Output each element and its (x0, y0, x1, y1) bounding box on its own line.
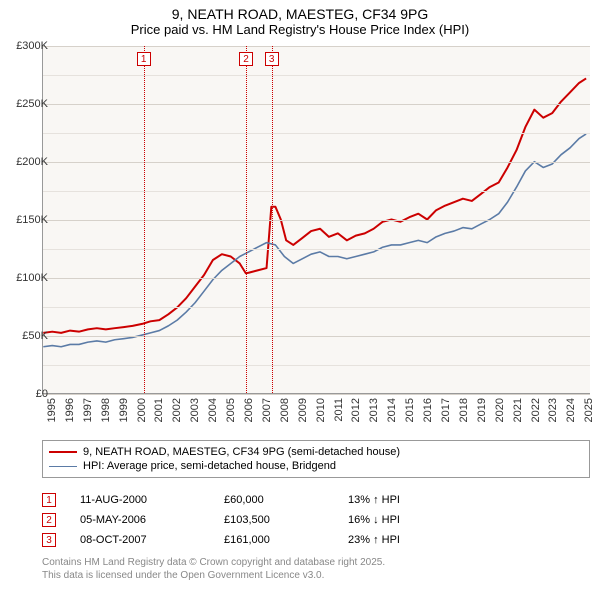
legend-swatch-price (49, 451, 77, 453)
x-axis-label: 2001 (153, 398, 165, 422)
x-axis-label: 1999 (118, 398, 130, 422)
x-axis-label: 2008 (279, 398, 291, 422)
y-axis-label: £300K (2, 40, 48, 52)
y-axis-label: £200K (2, 156, 48, 168)
event-marker-icon: 1 (42, 493, 56, 507)
x-axis-label: 2003 (189, 398, 201, 422)
event-marker-line (246, 46, 247, 393)
legend-swatch-hpi (49, 466, 77, 467)
legend-label-price: 9, NEATH ROAD, MAESTEG, CF34 9PG (semi-d… (83, 446, 400, 458)
event-marker-line (272, 46, 273, 393)
event-delta: 13% ↑ HPI (348, 494, 590, 506)
x-axis-label: 2009 (297, 398, 309, 422)
x-axis-label: 2015 (404, 398, 416, 422)
x-axis-label: 2013 (368, 398, 380, 422)
x-axis-label: 2017 (440, 398, 452, 422)
event-date: 11-AUG-2000 (80, 494, 200, 506)
x-axis-label: 1997 (82, 398, 94, 422)
x-axis-label: 2011 (333, 398, 345, 422)
event-date: 05-MAY-2006 (80, 514, 200, 526)
x-axis-label: 2019 (476, 398, 488, 422)
x-axis-label: 1995 (46, 398, 58, 422)
x-axis-label: 2016 (422, 398, 434, 422)
x-axis-label: 1996 (64, 398, 76, 422)
event-price: £103,500 (224, 514, 324, 526)
x-axis-label: 2024 (565, 398, 577, 422)
plot-area: 1 23 (42, 46, 590, 394)
footer-line-1: Contains HM Land Registry data © Crown c… (42, 556, 385, 569)
legend-row: HPI: Average price, semi-detached house,… (49, 459, 583, 473)
series-line-hpi (43, 134, 586, 347)
legend-row: 9, NEATH ROAD, MAESTEG, CF34 9PG (semi-d… (49, 445, 583, 459)
x-axis-label: 2002 (171, 398, 183, 422)
events-table: 1 11-AUG-2000 £60,000 13% ↑ HPI 2 05-MAY… (42, 490, 590, 550)
x-axis-label: 2007 (261, 398, 273, 422)
event-date: 08-OCT-2007 (80, 534, 200, 546)
event-delta: 16% ↓ HPI (348, 514, 590, 526)
y-axis-label: £150K (2, 214, 48, 226)
legend: 9, NEATH ROAD, MAESTEG, CF34 9PG (semi-d… (42, 440, 590, 478)
x-axis-label: 2000 (136, 398, 148, 422)
y-axis-label: £50K (2, 330, 48, 342)
footer-line-2: This data is licensed under the Open Gov… (42, 569, 385, 582)
title-line-2: Price paid vs. HM Land Registry's House … (0, 22, 600, 37)
x-axis-label: 2018 (458, 398, 470, 422)
x-axis-label: 2022 (530, 398, 542, 422)
x-axis-label: 2004 (207, 398, 219, 422)
y-axis-label: £100K (2, 272, 48, 284)
x-axis-label: 2005 (225, 398, 237, 422)
x-axis-label: 2021 (512, 398, 524, 422)
y-axis-label: £0 (2, 388, 48, 400)
legend-label-hpi: HPI: Average price, semi-detached house,… (83, 460, 336, 472)
event-marker-icon: 3 (265, 52, 279, 66)
event-marker-icon: 2 (239, 52, 253, 66)
x-axis-label: 2014 (386, 398, 398, 422)
y-axis-label: £250K (2, 98, 48, 110)
title-line-1: 9, NEATH ROAD, MAESTEG, CF34 9PG (0, 6, 600, 22)
event-row: 1 11-AUG-2000 £60,000 13% ↑ HPI (42, 490, 590, 510)
event-row: 2 05-MAY-2006 £103,500 16% ↓ HPI (42, 510, 590, 530)
event-marker-icon: 3 (42, 533, 56, 547)
x-axis-label: 2023 (547, 398, 559, 422)
x-axis-label: 2006 (243, 398, 255, 422)
event-row: 3 08-OCT-2007 £161,000 23% ↑ HPI (42, 530, 590, 550)
event-price: £60,000 (224, 494, 324, 506)
x-axis-label: 2020 (494, 398, 506, 422)
title-block: 9, NEATH ROAD, MAESTEG, CF34 9PG Price p… (0, 0, 600, 39)
event-marker-line (144, 46, 145, 393)
chart-container: 9, NEATH ROAD, MAESTEG, CF34 9PG Price p… (0, 0, 600, 590)
event-delta: 23% ↑ HPI (348, 534, 590, 546)
event-marker-icon: 2 (42, 513, 56, 527)
event-marker-icon: 1 (137, 52, 151, 66)
event-price: £161,000 (224, 534, 324, 546)
x-axis-label: 2025 (583, 398, 595, 422)
attribution-footer: Contains HM Land Registry data © Crown c… (42, 556, 385, 582)
x-axis-label: 2010 (315, 398, 327, 422)
x-axis-label: 2012 (350, 398, 362, 422)
x-axis-label: 1998 (100, 398, 112, 422)
